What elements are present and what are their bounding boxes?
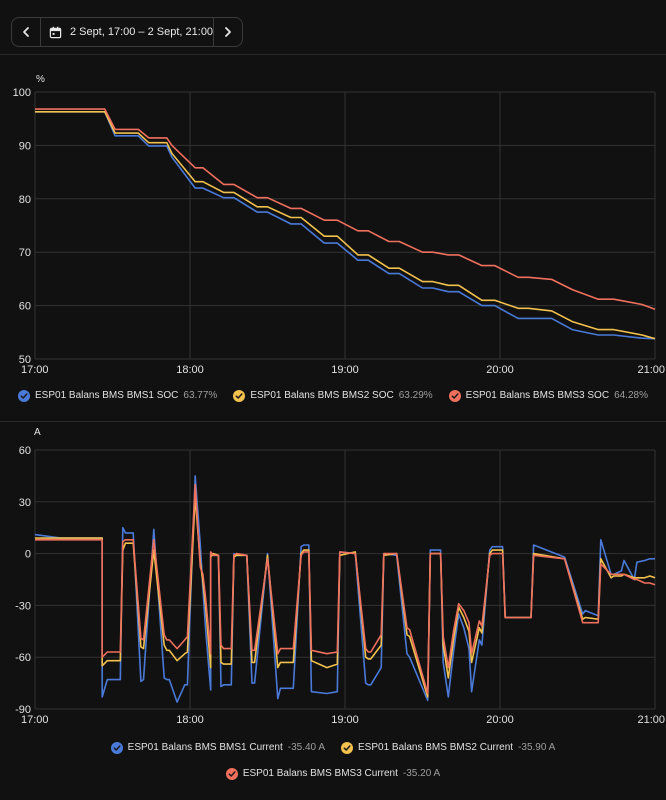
y-tick-label: 50: [19, 354, 31, 366]
y-tick-label: 60: [19, 301, 31, 313]
legend-series-name: ESP01 Balans BMS BMS1 Current: [127, 742, 283, 753]
chart-divider: [0, 421, 666, 422]
x-tick-label: 20:00: [486, 714, 514, 726]
x-tick-label: 19:00: [331, 714, 359, 726]
checkmark-icon: [110, 742, 123, 754]
checkmark-icon: [341, 742, 353, 754]
y-tick-label: 70: [19, 247, 31, 259]
soc-legend-item-bms1[interactable]: ESP01 Balans BMS BMS1 SOC 63.77%: [18, 389, 217, 403]
date-range-label: 2 Sept, 17:00 – 2 Sept, 21:00: [69, 26, 214, 38]
previous-period-button[interactable]: [12, 18, 40, 46]
y-tick-label: 100: [13, 87, 31, 99]
checkmark-icon: [18, 390, 30, 402]
current-series-line-bms3[interactable]: [35, 483, 656, 695]
checkmark-icon: [225, 768, 238, 780]
current-legend-item-bms2[interactable]: ESP01 Balans BMS BMS2 Current -35.90 A: [341, 741, 555, 755]
soc-legend-item-bms2[interactable]: ESP01 Balans BMS BMS2 SOC 63.29%: [233, 389, 433, 403]
soc-legend: ESP01 Balans BMS BMS1 SOC 63.77% ESP01 Bal…: [0, 389, 666, 415]
x-tick-label: 18:00: [176, 364, 204, 376]
y-tick-label: -90: [15, 704, 31, 716]
y-tick-label: 80: [19, 194, 31, 206]
soc-legend-item-bms3[interactable]: ESP01 Balans BMS BMS3 SOC 64.28%: [448, 389, 648, 403]
soc-series-line-bms2[interactable]: [35, 110, 656, 340]
x-tick-label: 21:00: [637, 714, 665, 726]
legend-series-name: ESP01 Balans BMS BMS1 SOC: [35, 390, 179, 401]
current-legend: ESP01 Balans BMS BMS1 Current -35.40 A ESP…: [0, 741, 666, 793]
y-tick-label: 90: [19, 140, 31, 152]
chevron-right-icon: [225, 27, 231, 37]
legend-series-value: -35.20 A: [402, 768, 441, 779]
y-tick-label: -60: [15, 652, 31, 664]
legend-series-value: -35.40 A: [287, 742, 325, 753]
current-legend-item-bms3[interactable]: ESP01 Balans BMS BMS3 Current -35.20 A: [225, 767, 441, 781]
current-legend-item-bms1[interactable]: ESP01 Balans BMS BMS1 Current -35.40 A: [110, 741, 325, 755]
checkmark-icon: [233, 390, 246, 402]
y-axis-unit: A: [34, 427, 41, 438]
toolbar-divider: [0, 54, 666, 55]
y-tick-label: 30: [19, 497, 31, 509]
legend-series-name: ESP01 Balans BMS BMS3 SOC: [465, 390, 610, 401]
legend-series-value: -35.90 A: [518, 742, 556, 753]
legend-series-value: 63.29%: [398, 390, 433, 401]
calendar-icon: [49, 26, 62, 38]
y-tick-label: -30: [15, 600, 31, 612]
chevron-left-icon: [23, 27, 29, 37]
x-tick-label: 19:00: [331, 364, 359, 376]
soc-series-line-bms3[interactable]: [35, 108, 656, 311]
next-period-button[interactable]: [214, 18, 242, 46]
legend-series-name: ESP01 Balans BMS BMS3 Current: [242, 768, 398, 779]
legend-series-name: ESP01 Balans BMS BMS2 Current: [358, 742, 514, 753]
y-axis-unit: %: [36, 74, 45, 85]
date-range-button[interactable]: 2 Sept, 17:00 – 2 Sept, 21:00: [39, 18, 215, 46]
y-tick-label: 0: [25, 549, 31, 561]
x-tick-label: 17:00: [21, 714, 49, 726]
x-tick-label: 20:00: [486, 364, 514, 376]
date-range-picker: 2 Sept, 17:00 – 2 Sept, 21:00: [11, 17, 243, 47]
toolbar: 2 Sept, 17:00 – 2 Sept, 21:00: [0, 0, 666, 55]
x-tick-label: 17:00: [21, 364, 49, 376]
x-tick-label: 21:00: [637, 364, 665, 376]
checkmark-icon: [448, 390, 461, 402]
y-tick-label: 60: [19, 445, 31, 457]
x-tick-label: 18:00: [176, 714, 204, 726]
legend-series-value: 63.77%: [183, 390, 218, 401]
legend-series-name: ESP01 Balans BMS BMS2 SOC: [250, 390, 394, 401]
legend-series-value: 64.28%: [614, 390, 648, 401]
soc-series-line-bms1[interactable]: [35, 110, 656, 340]
